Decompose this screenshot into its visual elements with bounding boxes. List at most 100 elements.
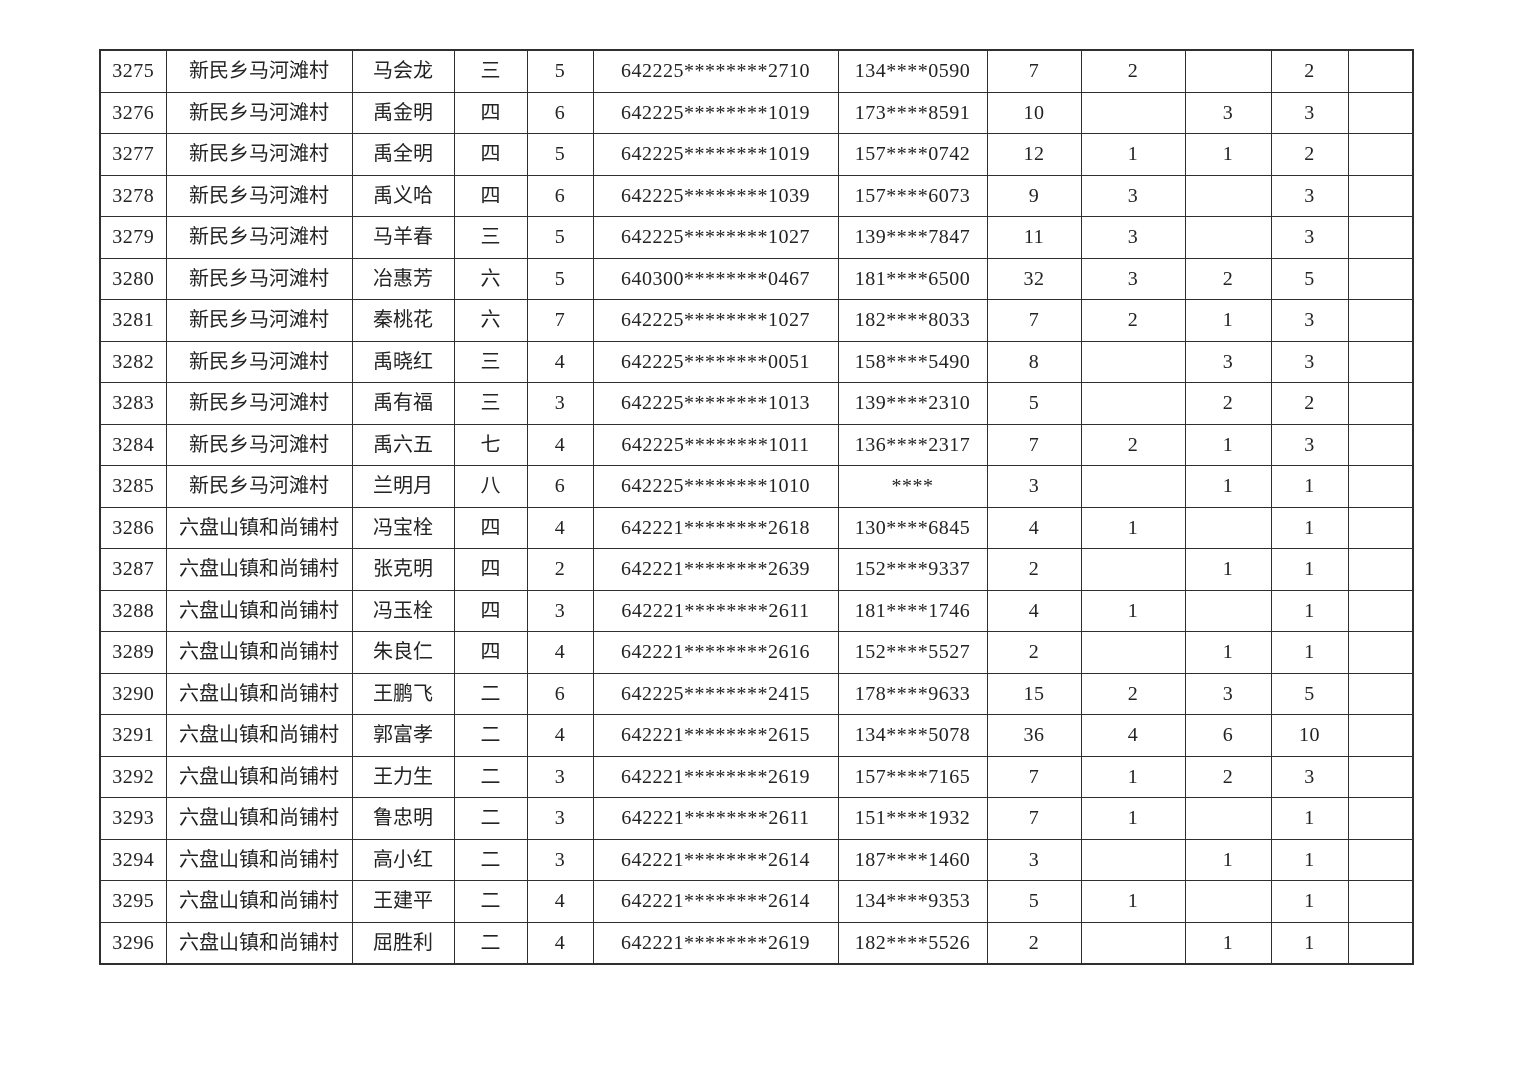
table-cell: 4: [526, 880, 594, 923]
table-cell: 3: [1270, 216, 1349, 259]
table-cell: 新民乡马河滩村: [165, 382, 353, 425]
table-cell: 新民乡马河滩村: [165, 91, 353, 134]
table-cell: 642221********2611: [592, 589, 839, 632]
table-cell: 5: [1270, 257, 1349, 300]
table-cell: 高小红: [351, 838, 455, 881]
table-cell: 5: [986, 880, 1082, 923]
table-cell: 1: [1270, 797, 1349, 840]
table-cell: 642221********2619: [592, 755, 839, 798]
table-cell: 4: [526, 506, 594, 549]
table-cell: 1: [1184, 299, 1272, 342]
table-cell: 新民乡马河滩村: [165, 423, 353, 466]
table-row: 3292 六盘山镇和尚铺村 王力生二 3 642221********2619 157**…: [99, 755, 1414, 798]
table-cell: 139****7847: [837, 216, 988, 259]
table-cell: 2: [1184, 382, 1272, 425]
table-cell: [1080, 548, 1186, 591]
table-cell: 八: [453, 465, 528, 508]
table-cell: 7: [986, 49, 1082, 93]
table-cell: 6: [526, 174, 594, 217]
table-cell: 二: [453, 672, 528, 715]
table-cell: 王鹏飞: [351, 672, 455, 715]
table-cell: 张克明: [351, 548, 455, 591]
table-cell: 3295: [99, 880, 167, 923]
table-cell: 3282: [99, 340, 167, 383]
table-cell: 1: [1270, 548, 1349, 591]
table-cell: 642221********2615: [592, 714, 839, 757]
table-cell: 187****1460: [837, 838, 988, 881]
table-cell: 3: [986, 838, 1082, 881]
table-cell: 130****6845: [837, 506, 988, 549]
table-cell: 5: [986, 382, 1082, 425]
table-cell: 3293: [99, 797, 167, 840]
table-cell: 3294: [99, 838, 167, 881]
table-cell: 屈胜利: [351, 921, 455, 965]
table-cell: 四: [453, 589, 528, 632]
table-cell: 3296: [99, 921, 167, 965]
table-cell: 6: [1184, 714, 1272, 757]
table-cell: 134****5078: [837, 714, 988, 757]
table-cell: 3: [1080, 257, 1186, 300]
table-cell: 1: [1184, 423, 1272, 466]
table-row: 3279 新民乡马河滩村 马羊春三 5 642225********1027 139***…: [99, 216, 1414, 259]
table-row: 3296 六盘山镇和尚铺村 屈胜利二 4 642221********2619 182**…: [99, 921, 1414, 965]
table-cell: [1347, 174, 1414, 217]
table-cell: 3: [1270, 174, 1349, 217]
table-cell: 2: [986, 921, 1082, 965]
table-cell: 3: [1184, 672, 1272, 715]
table-cell: 182****5526: [837, 921, 988, 965]
table-cell: 2: [1184, 257, 1272, 300]
table-cell: 642221********2611: [592, 797, 839, 840]
table-cell: 3290: [99, 672, 167, 715]
table-cell: [1347, 631, 1414, 674]
table-cell: 1: [1270, 921, 1349, 965]
table-cell: 六: [453, 257, 528, 300]
table-cell: [1080, 91, 1186, 134]
table-cell: 三: [453, 216, 528, 259]
table-cell: 3283: [99, 382, 167, 425]
table-cell: 158****5490: [837, 340, 988, 383]
table-cell: 1: [1184, 921, 1272, 965]
table-cell: 4: [526, 714, 594, 757]
table-cell: 4: [526, 423, 594, 466]
table-cell: [1080, 465, 1186, 508]
table-cell: 1: [1080, 506, 1186, 549]
table-cell: [1347, 797, 1414, 840]
table-cell: 32: [986, 257, 1082, 300]
table-cell: 173****8591: [837, 91, 988, 134]
table-cell: 3275: [99, 49, 167, 93]
table-cell: 二: [453, 797, 528, 840]
table-cell: 10: [986, 91, 1082, 134]
table-cell: [1184, 589, 1272, 632]
table-cell: [1347, 838, 1414, 881]
table-cell: 3291: [99, 714, 167, 757]
table-cell: 四: [453, 631, 528, 674]
table-cell: 三: [453, 340, 528, 383]
table-cell: 禹晓红: [351, 340, 455, 383]
table-cell: 六盘山镇和尚铺村: [165, 921, 353, 965]
table-cell: [1347, 257, 1414, 300]
table-cell: 四: [453, 506, 528, 549]
table-cell: 禹金明: [351, 91, 455, 134]
table-cell: 1: [1270, 506, 1349, 549]
table-cell: 1: [1080, 589, 1186, 632]
table-row: 3277 新民乡马河滩村 禹全明四 5 642225********1019 157***…: [99, 133, 1414, 176]
table-cell: 642225********1010: [592, 465, 839, 508]
table-cell: [1347, 548, 1414, 591]
table-cell: [1184, 506, 1272, 549]
records-table: 3275 新民乡马河滩村 马会龙三 5 642225********2710 134***…: [99, 49, 1414, 965]
table-cell: 六盘山镇和尚铺村: [165, 506, 353, 549]
table-cell: 642225********1027: [592, 299, 839, 342]
table-cell: [1347, 216, 1414, 259]
table-cell: 3287: [99, 548, 167, 591]
table-cell: 朱良仁: [351, 631, 455, 674]
table-cell: 2: [1080, 299, 1186, 342]
table-cell: 642225********1019: [592, 91, 839, 134]
table-cell: 642225********1019: [592, 133, 839, 176]
table-row: 3283 新民乡马河滩村 禹有福三 3 642225********1013 139***…: [99, 382, 1414, 425]
table-cell: 郭富孝: [351, 714, 455, 757]
table-cell: 11: [986, 216, 1082, 259]
table-cell: [1347, 755, 1414, 798]
table-cell: 5: [526, 133, 594, 176]
table-cell: 9: [986, 174, 1082, 217]
